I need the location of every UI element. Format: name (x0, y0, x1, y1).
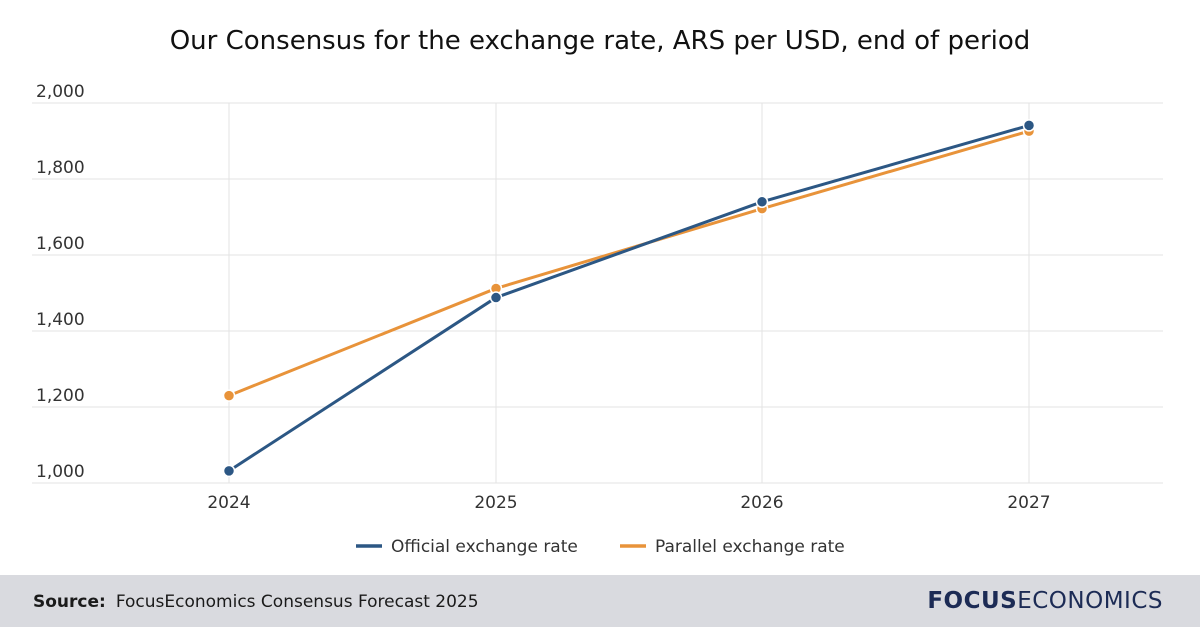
legend: Official exchange rate Parallel exchange … (356, 537, 845, 557)
line-chart: Our Consensus for the exchange rate, ARS… (32, 26, 1163, 557)
data-point (755, 195, 769, 209)
logo-light-text: ECONOMICS (1017, 588, 1163, 614)
source-label: Source: (33, 592, 106, 612)
y-tick-label: 1,200 (36, 386, 85, 406)
data-point (489, 291, 503, 304)
y-axis: 1,000 1,200 1,400 1,600 1,800 2,000 (36, 82, 85, 482)
x-tick-label: 2025 (474, 493, 517, 513)
gridlines (32, 102, 1163, 484)
series-line (228, 123, 1030, 473)
series-line (228, 129, 1030, 397)
source-text: FocusEconomics Consensus Forecast 2025 (115, 592, 479, 612)
series (222, 119, 1036, 478)
footer-bar: Source: FocusEconomics Consensus Forecast… (0, 575, 1200, 627)
series-parallel-exchange-rate (222, 124, 1036, 402)
focuseconomics-logo: FOCUSECONOMICS (927, 588, 1163, 614)
chart-title: Our Consensus for the exchange rate, ARS… (170, 26, 1031, 56)
logo-bold-text: FOCUS (927, 588, 1018, 614)
legend-item: Parallel exchange rate (620, 537, 845, 557)
x-tick-label: 2026 (740, 493, 783, 513)
y-tick-label: 1,000 (36, 462, 85, 482)
data-point (222, 464, 236, 478)
y-tick-label: 1,800 (36, 158, 85, 178)
x-tick-label: 2027 (1007, 493, 1050, 513)
x-axis: 2024 2025 2026 2027 (207, 493, 1050, 513)
data-point (222, 389, 236, 402)
series-official-exchange-rate (222, 119, 1036, 478)
source-note: Source: FocusEconomics Consensus Forecast… (33, 592, 479, 612)
legend-label: Official exchange rate (391, 537, 578, 557)
legend-item: Official exchange rate (356, 537, 578, 557)
y-tick-label: 1,400 (36, 310, 85, 330)
y-tick-label: 1,600 (36, 234, 85, 254)
x-tick-label: 2024 (207, 493, 250, 513)
data-point (1022, 119, 1036, 132)
legend-label: Parallel exchange rate (655, 537, 845, 557)
y-tick-label: 2,000 (36, 82, 85, 102)
